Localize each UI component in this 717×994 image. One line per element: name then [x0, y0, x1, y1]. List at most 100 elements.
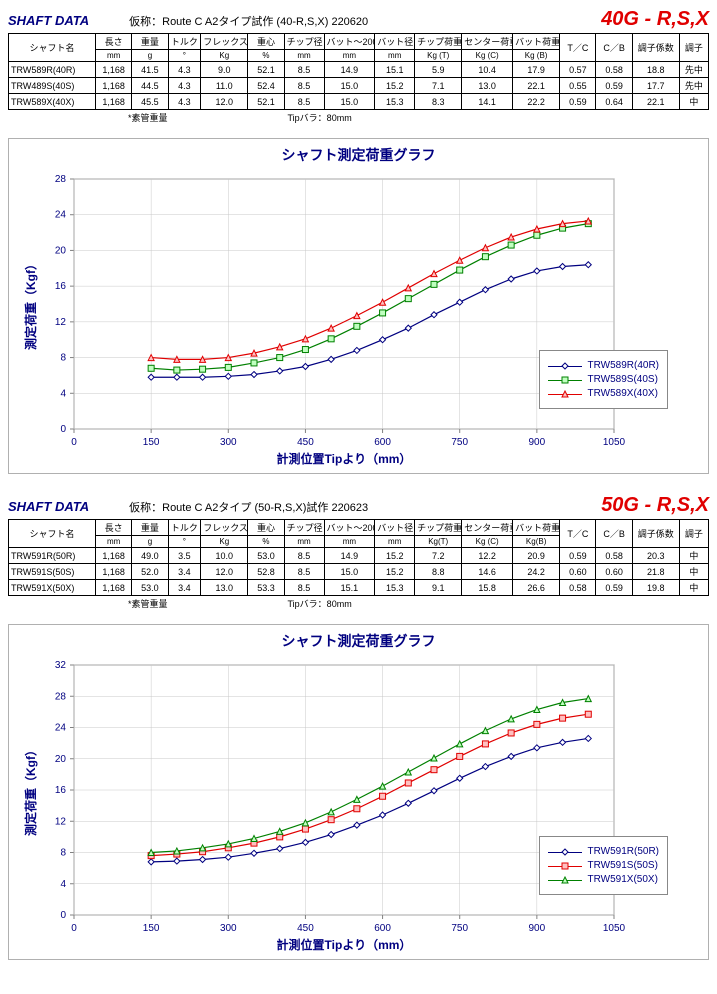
col-header: センター荷重 — [462, 34, 513, 50]
col-header: 長さ — [96, 520, 132, 536]
legend-item: TRW589S(40S) — [548, 374, 660, 385]
table-cell: 9.0 — [201, 62, 248, 78]
table-row: TRW489S(40S)1,16844.54.311.052.48.515.01… — [9, 78, 709, 94]
table-cell: 8.5 — [284, 580, 324, 596]
col-header: 調子 — [679, 520, 708, 548]
legend-label: TRW589R(40R) — [588, 360, 660, 371]
ytick-label: 0 — [60, 910, 66, 921]
col-unit: Kg (T) — [415, 50, 462, 62]
xtick-label: 600 — [374, 923, 391, 934]
legend-label: TRW589S(40S) — [588, 374, 658, 385]
col-unit: Kg (B) — [513, 50, 560, 62]
table-cell: 0.57 — [560, 62, 596, 78]
table-cell: 3.4 — [168, 580, 201, 596]
table-cell: 8.5 — [284, 78, 324, 94]
table-cell: 0.58 — [596, 548, 632, 564]
table-cell: 15.2 — [375, 564, 415, 580]
ytick-label: 8 — [60, 353, 66, 364]
legend-label: TRW591R(50R) — [588, 846, 660, 857]
table-cell: 10.4 — [462, 62, 513, 78]
ytick-label: 4 — [60, 388, 66, 399]
table-cell: 21.8 — [632, 564, 679, 580]
col-header: フレックス値 — [201, 520, 248, 536]
col-header: C／B — [596, 34, 632, 62]
table-cell: 5.9 — [415, 62, 462, 78]
table-cell: 20.3 — [632, 548, 679, 564]
table-cell: 12.2 — [462, 548, 513, 564]
table-cell: 20.9 — [513, 548, 560, 564]
table-cell: 0.59 — [596, 580, 632, 596]
table-cell: 0.60 — [560, 564, 596, 580]
xtick-label: 450 — [297, 437, 314, 448]
col-header: 調子係数 — [632, 34, 679, 62]
x-axis-label: 計測位置Tipより（mm） — [277, 451, 412, 466]
col-unit: g — [132, 536, 168, 548]
table-cell: 49.0 — [132, 548, 168, 564]
col-header: 調子 — [679, 34, 708, 62]
chart-svg: 048121620242801503004506007509001050測定荷重… — [19, 169, 629, 469]
table-cell: 15.3 — [375, 580, 415, 596]
table-cell: 0.58 — [560, 580, 596, 596]
table-cell: 14.1 — [462, 94, 513, 110]
col-unit: Kg (C) — [462, 50, 513, 62]
table-row: TRW589X(40X)1,16845.54.312.052.18.515.01… — [9, 94, 709, 110]
table-cell: 4.3 — [168, 62, 201, 78]
table-row: TRW591S(50S)1,16852.03.412.052.88.515.01… — [9, 564, 709, 580]
table-cell: 26.6 — [513, 580, 560, 596]
table-cell: 4.3 — [168, 78, 201, 94]
table-cell: 0.55 — [560, 78, 596, 94]
col-header: シャフト名 — [9, 34, 96, 62]
ytick-label: 16 — [55, 785, 67, 796]
table-cell: TRW489S(40S) — [9, 78, 96, 94]
ytick-label: 12 — [55, 317, 67, 328]
section: SHAFT DATA 仮称：Route C A2タイプ (50-R,S,X)試作 … — [8, 494, 709, 960]
table-cell: 19.8 — [632, 580, 679, 596]
table-cell: 15.8 — [462, 580, 513, 596]
table-cell: 52.0 — [132, 564, 168, 580]
table-cell: 15.0 — [324, 564, 375, 580]
data-table: シャフト名長さ重量トルクフレックス値重心チップ径バット〜200バット径チップ荷重… — [8, 33, 709, 110]
table-cell: 14.9 — [324, 548, 375, 564]
table-cell: TRW589X(40X) — [9, 94, 96, 110]
table-cell: TRW589R(40R) — [9, 62, 96, 78]
xtick-label: 0 — [71, 437, 77, 448]
col-header: バット〜200 — [324, 520, 375, 536]
footnote: *素管重量Tipバラ：80mm — [8, 111, 709, 124]
y-axis-label: 測定荷重（Kgf） — [23, 744, 38, 836]
col-header: バット荷重 — [513, 520, 560, 536]
chart-svg: 04812162024283201503004506007509001050測定… — [19, 655, 629, 955]
table-cell: 11.0 — [201, 78, 248, 94]
shaft-data-title: SHAFT DATA — [8, 499, 89, 514]
legend-item: TRW591X(50X) — [548, 874, 660, 885]
col-header: トルク — [168, 520, 201, 536]
table-cell: 1,168 — [96, 94, 132, 110]
chart-container: シャフト測定荷重グラフ04812162024280150300450600750… — [8, 138, 709, 474]
table-cell: 0.59 — [596, 78, 632, 94]
chart-title: シャフト測定荷重グラフ — [19, 145, 698, 165]
table-cell: 8.5 — [284, 548, 324, 564]
table-cell: TRW591S(50S) — [9, 564, 96, 580]
big-title: 50G - R,S,X — [601, 494, 709, 517]
footnote-left: *素管重量 — [128, 111, 168, 124]
table-cell: 0.59 — [560, 548, 596, 564]
x-axis-label: 計測位置Tipより（mm） — [277, 937, 412, 952]
col-unit: mm — [324, 50, 375, 62]
table-cell: 15.2 — [375, 78, 415, 94]
subtitle: 仮称：Route C A2タイプ (50-R,S,X)試作 220623 — [129, 499, 581, 515]
col-unit: Kg (C) — [462, 536, 513, 548]
ytick-label: 8 — [60, 848, 66, 859]
footnote: *素管重量Tipバラ：80mm — [8, 597, 709, 610]
table-row: TRW591R(50R)1,16849.03.510.053.08.514.91… — [9, 548, 709, 564]
table-cell: 15.0 — [324, 78, 375, 94]
col-header: 重心 — [248, 34, 284, 50]
col-header: フレックス値 — [201, 34, 248, 50]
table-cell: 17.9 — [513, 62, 560, 78]
ytick-label: 20 — [55, 754, 67, 765]
footnote-left: *素管重量 — [128, 597, 168, 610]
table-cell: 先中 — [679, 78, 708, 94]
table-cell: 0.59 — [560, 94, 596, 110]
table-cell: 15.1 — [324, 580, 375, 596]
legend-label: TRW591S(50S) — [588, 860, 658, 871]
table-cell: 15.2 — [375, 548, 415, 564]
table-cell: 53.0 — [248, 548, 284, 564]
